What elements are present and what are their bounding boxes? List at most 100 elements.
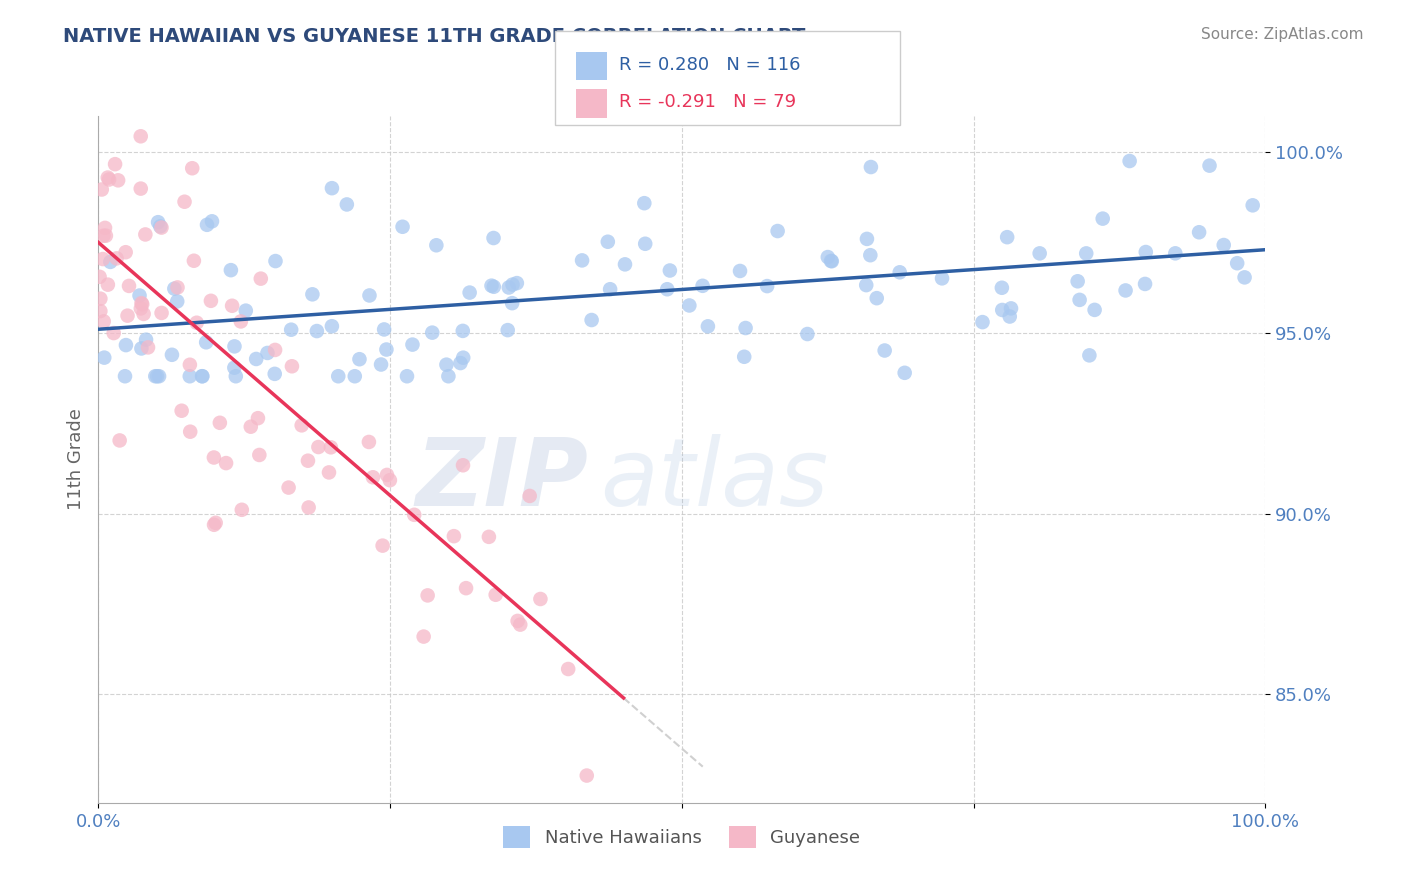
Point: [437, 369, 460, 384]
Point: [105, 252, 128, 266]
Point: [1212, 238, 1234, 252]
Point: [186, 316, 208, 330]
Point: [821, 254, 844, 268]
Point: [318, 466, 340, 480]
Point: [866, 291, 889, 305]
Point: [202, 517, 225, 532]
Point: [1000, 301, 1022, 316]
Point: [235, 303, 257, 318]
Point: [425, 238, 447, 252]
Point: [166, 280, 188, 294]
Point: [1198, 159, 1220, 173]
Point: [225, 369, 247, 384]
Point: [451, 458, 474, 473]
Point: [991, 303, 1014, 318]
Point: [129, 181, 152, 195]
Point: [160, 348, 183, 362]
Point: [728, 264, 751, 278]
Point: [581, 313, 603, 327]
Point: [195, 335, 218, 350]
Point: [766, 224, 789, 238]
Point: [373, 322, 395, 336]
Point: [820, 254, 842, 268]
Point: [93, 314, 115, 328]
Point: [859, 248, 882, 262]
Point: [200, 293, 222, 308]
Point: [204, 516, 226, 530]
Point: [1133, 277, 1156, 291]
Point: [148, 369, 170, 384]
Point: [98, 255, 121, 269]
Point: [191, 369, 214, 384]
Point: [97, 277, 120, 292]
Point: [1118, 154, 1140, 169]
Point: [146, 369, 169, 384]
Point: [134, 227, 156, 242]
Point: [93, 351, 115, 365]
Point: [889, 265, 911, 279]
Point: [129, 129, 152, 144]
Point: [756, 279, 779, 293]
Point: [247, 448, 270, 462]
Point: [179, 425, 201, 439]
Text: NATIVE HAWAIIAN VS GUYANESE 11TH GRADE CORRELATION CHART: NATIVE HAWAIIAN VS GUYANESE 11TH GRADE C…: [63, 27, 806, 45]
Point: [146, 215, 169, 229]
Point: [336, 197, 359, 211]
Point: [496, 323, 519, 337]
Point: [131, 342, 153, 356]
Point: [202, 450, 225, 465]
Point: [249, 271, 271, 285]
Point: [506, 276, 529, 290]
Point: [557, 662, 579, 676]
Point: [98, 172, 121, 186]
Point: [135, 333, 157, 347]
Point: [89, 304, 111, 318]
Point: [195, 218, 218, 232]
Point: [280, 323, 302, 337]
Point: [91, 252, 114, 266]
Point: [485, 588, 508, 602]
Point: [692, 278, 714, 293]
Point: [873, 343, 896, 358]
Point: [506, 614, 529, 628]
Point: [297, 453, 319, 467]
Point: [1164, 246, 1187, 260]
Text: R = -0.291   N = 79: R = -0.291 N = 79: [619, 93, 796, 111]
Point: [319, 440, 342, 454]
Point: [114, 369, 136, 384]
Point: [181, 161, 204, 176]
Point: [370, 358, 392, 372]
Point: [696, 319, 718, 334]
Y-axis label: 11th Grade: 11th Grade: [66, 409, 84, 510]
Point: [179, 358, 201, 372]
Point: [482, 231, 505, 245]
Point: [498, 280, 520, 294]
Point: [1084, 302, 1107, 317]
Point: [224, 360, 246, 375]
Point: [298, 500, 321, 515]
Point: [443, 529, 465, 543]
Point: [93, 228, 115, 243]
Point: [1233, 270, 1256, 285]
Point: [166, 294, 188, 309]
Point: [855, 278, 877, 293]
Point: [519, 489, 541, 503]
Point: [191, 369, 214, 384]
Point: [321, 181, 343, 195]
Point: [224, 339, 246, 353]
Point: [328, 369, 350, 384]
Point: [449, 356, 471, 370]
Point: [108, 434, 131, 448]
Point: [404, 508, 426, 522]
Point: [478, 530, 501, 544]
Point: [221, 299, 243, 313]
Point: [264, 254, 287, 268]
Point: [115, 338, 138, 352]
Text: ZIP: ZIP: [416, 434, 589, 526]
Point: [215, 456, 238, 470]
Point: [136, 340, 159, 354]
Point: [375, 467, 398, 482]
Point: [658, 263, 681, 277]
Point: [357, 434, 380, 449]
Point: [454, 581, 477, 595]
